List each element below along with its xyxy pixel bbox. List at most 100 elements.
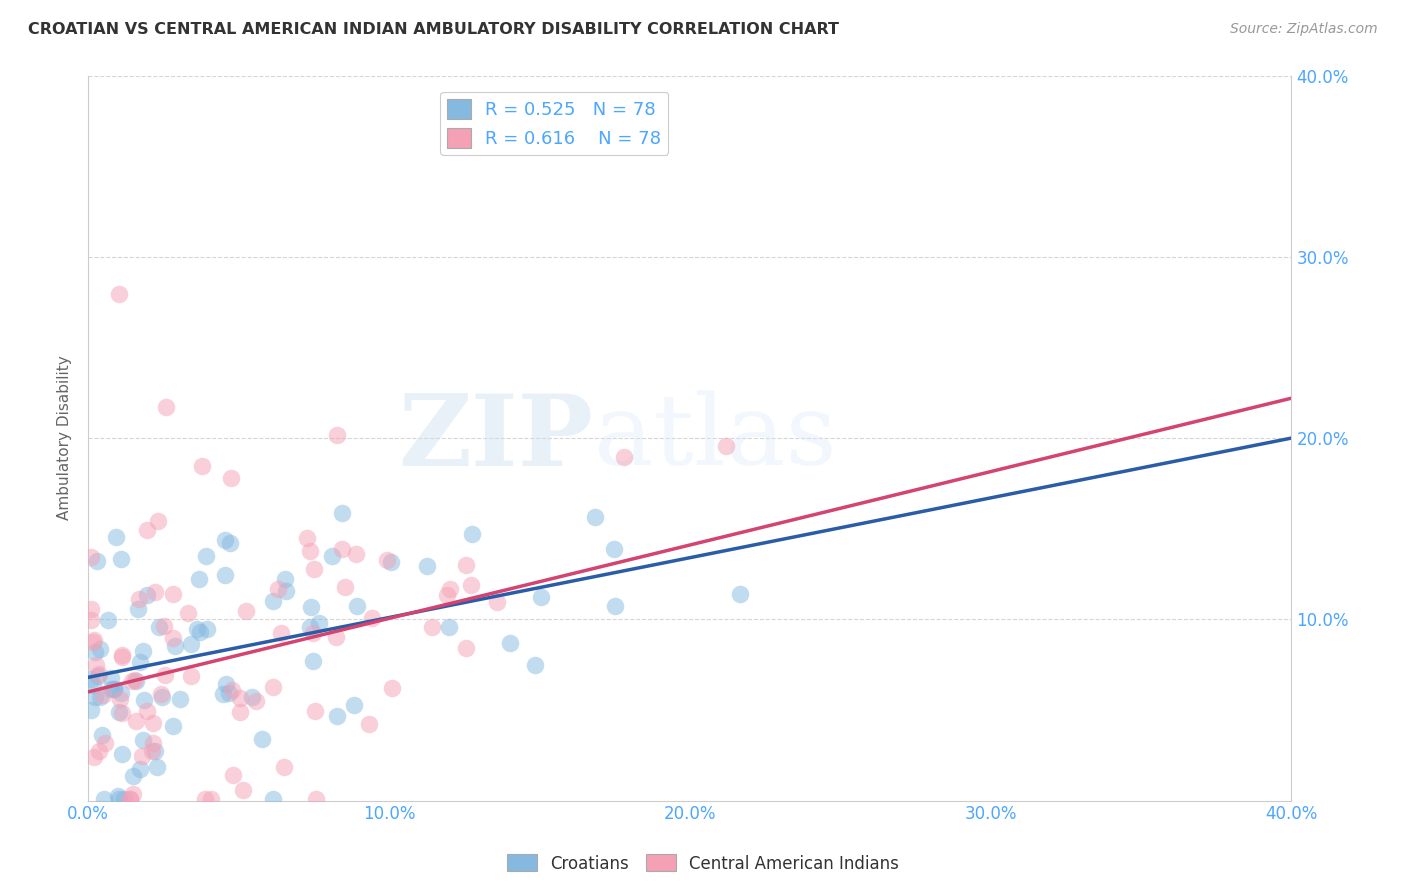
Point [135, 704, 157, 718]
Point [80, 550, 103, 565]
Point [222, 768, 245, 782]
Point [524, 658, 547, 673]
Point [125, 674, 148, 689]
Point [270, 625, 292, 640]
Point [530, 591, 553, 605]
Point [89, 690, 111, 704]
Point [108, 792, 131, 806]
Point [141, 744, 163, 758]
Point [110, 552, 132, 566]
Point [333, 580, 356, 594]
Point [148, 514, 170, 528]
Point [267, 582, 290, 597]
Point [153, 619, 176, 633]
Point [215, 677, 238, 691]
Point [84, 658, 107, 673]
Point [714, 439, 737, 453]
Point [143, 585, 166, 599]
Point [80, 614, 103, 628]
Point [107, 789, 129, 804]
Point [128, 592, 150, 607]
Point [111, 706, 134, 720]
Point [456, 640, 478, 655]
Point [94, 736, 117, 750]
Point [262, 792, 284, 806]
Point [118, 792, 141, 806]
Point [82, 678, 104, 692]
Point [301, 654, 323, 668]
Point [212, 687, 235, 701]
Point [89, 667, 111, 681]
Point [89, 641, 111, 656]
Point [111, 747, 134, 761]
Point [299, 599, 322, 614]
Point [245, 694, 267, 708]
Point [214, 533, 236, 547]
Point [142, 736, 165, 750]
Point [486, 595, 509, 609]
Point [105, 531, 128, 545]
Point [273, 572, 295, 586]
Point [127, 601, 149, 615]
Point [728, 587, 751, 601]
Point [460, 526, 482, 541]
Point [229, 690, 252, 705]
Point [86, 554, 108, 568]
Point [229, 705, 252, 719]
Point [235, 604, 257, 618]
Point [304, 792, 326, 806]
Point [613, 450, 636, 464]
Point [250, 732, 273, 747]
Point [342, 698, 364, 712]
Point [83, 632, 105, 647]
Point [325, 709, 347, 723]
Point [273, 760, 295, 774]
Point [321, 549, 343, 563]
Point [124, 673, 146, 688]
Point [91, 689, 114, 703]
Point [240, 690, 263, 704]
Point [381, 681, 404, 695]
Point [187, 572, 209, 586]
Point [100, 682, 122, 697]
Point [325, 630, 347, 644]
Point [111, 648, 134, 663]
Point [180, 669, 202, 683]
Point [131, 749, 153, 764]
Point [218, 686, 240, 700]
Point [219, 535, 242, 549]
Point [357, 717, 380, 731]
Point [298, 544, 321, 558]
Y-axis label: Ambulatory Disability: Ambulatory Disability [58, 356, 72, 520]
Point [150, 690, 173, 705]
Point [219, 471, 242, 485]
Point [110, 692, 132, 706]
Point [100, 671, 122, 685]
Point [186, 622, 208, 636]
Point [143, 744, 166, 758]
Text: CROATIAN VS CENTRAL AMERICAN INDIAN AMBULATORY DISABILITY CORRELATION CHART: CROATIAN VS CENTRAL AMERICAN INDIAN AMBU… [28, 22, 839, 37]
Point [107, 705, 129, 719]
Point [136, 524, 159, 538]
Point [82, 635, 104, 649]
Point [129, 655, 152, 669]
Point [200, 792, 222, 806]
Point [97, 613, 120, 627]
Point [162, 586, 184, 600]
Point [146, 760, 169, 774]
Legend: R = 0.525   N = 78, R = 0.616    N = 78: R = 0.525 N = 78, R = 0.616 N = 78 [440, 92, 668, 155]
Point [330, 541, 353, 556]
Point [499, 635, 522, 649]
Point [221, 683, 243, 698]
Point [87, 669, 110, 683]
Point [304, 704, 326, 718]
Point [191, 459, 214, 474]
Point [454, 558, 477, 572]
Point [344, 547, 367, 561]
Point [180, 638, 202, 652]
Point [132, 644, 155, 658]
Point [103, 682, 125, 697]
Point [125, 714, 148, 728]
Point [437, 620, 460, 634]
Point [108, 286, 131, 301]
